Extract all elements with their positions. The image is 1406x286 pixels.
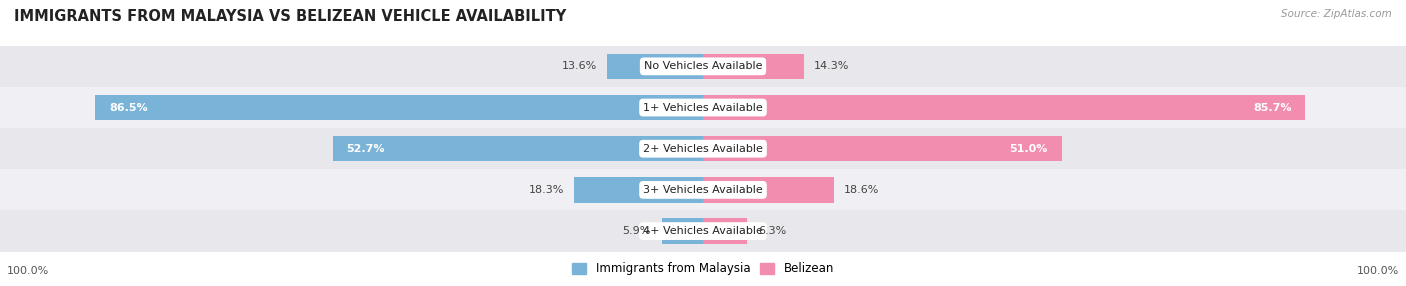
Text: 100.0%: 100.0%	[1357, 266, 1399, 276]
Text: 52.7%: 52.7%	[346, 144, 385, 154]
Text: 1+ Vehicles Available: 1+ Vehicles Available	[643, 103, 763, 112]
Text: 5.9%: 5.9%	[623, 226, 651, 236]
Bar	[703, 53, 804, 79]
Text: 13.6%: 13.6%	[561, 61, 596, 71]
Text: 18.6%: 18.6%	[844, 185, 880, 195]
Bar	[703, 177, 834, 203]
Text: 18.3%: 18.3%	[529, 185, 564, 195]
Bar	[607, 53, 703, 79]
Text: 4+ Vehicles Available: 4+ Vehicles Available	[643, 226, 763, 236]
Text: 14.3%: 14.3%	[814, 61, 849, 71]
Text: IMMIGRANTS FROM MALAYSIA VS BELIZEAN VEHICLE AVAILABILITY: IMMIGRANTS FROM MALAYSIA VS BELIZEAN VEH…	[14, 9, 567, 23]
Text: 51.0%: 51.0%	[1010, 144, 1047, 154]
Bar	[703, 136, 1062, 162]
Bar	[0, 169, 1406, 210]
Text: 85.7%: 85.7%	[1253, 103, 1292, 112]
Bar	[575, 177, 703, 203]
Bar	[703, 218, 748, 244]
Bar	[0, 87, 1406, 128]
Text: 6.3%: 6.3%	[758, 226, 786, 236]
Bar	[0, 128, 1406, 169]
Text: 3+ Vehicles Available: 3+ Vehicles Available	[643, 185, 763, 195]
Text: Source: ZipAtlas.com: Source: ZipAtlas.com	[1281, 9, 1392, 19]
Text: No Vehicles Available: No Vehicles Available	[644, 61, 762, 71]
Text: 2+ Vehicles Available: 2+ Vehicles Available	[643, 144, 763, 154]
Bar	[94, 95, 703, 120]
Legend: Immigrants from Malaysia, Belizean: Immigrants from Malaysia, Belizean	[568, 258, 838, 280]
Bar	[662, 218, 703, 244]
Text: 86.5%: 86.5%	[110, 103, 148, 112]
Bar	[703, 95, 1305, 120]
Bar	[332, 136, 703, 162]
Bar	[0, 46, 1406, 87]
Text: 100.0%: 100.0%	[7, 266, 49, 276]
Bar	[0, 210, 1406, 252]
